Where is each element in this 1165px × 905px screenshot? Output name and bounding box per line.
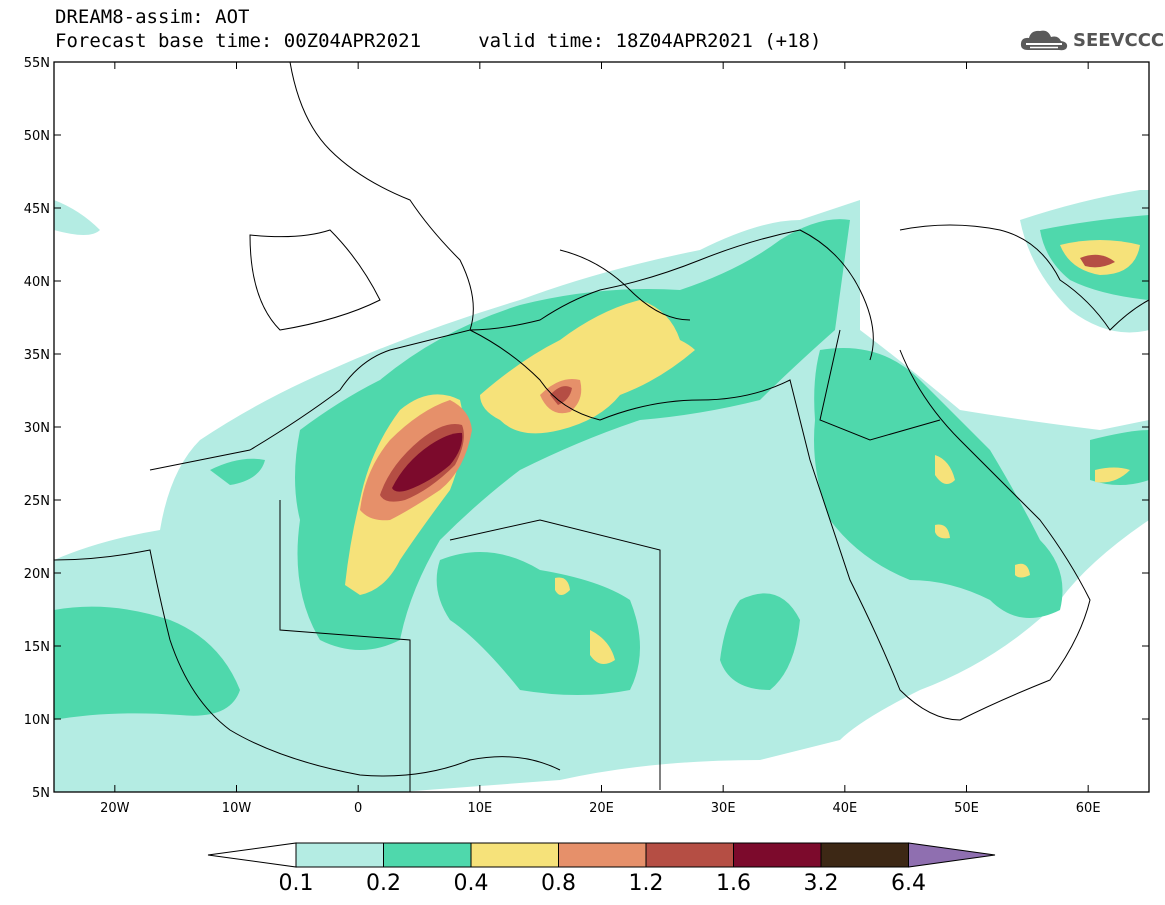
lat-tick-label: 20N	[24, 567, 50, 582]
lon-tick-label: 10E	[467, 801, 492, 816]
lon-tick-label: 20W	[100, 801, 130, 816]
longitude-ticks: 20W 10W 0 10E 20E 30E 40E 50E 60E	[100, 62, 1101, 816]
colorbar-bin	[558, 842, 647, 868]
coastlines	[54, 62, 1149, 792]
colorbar-label: 6.4	[891, 871, 926, 896]
lat-tick-label: 50N	[24, 129, 50, 144]
colorbar: 0.1 0.2 0.4 0.8 1.2 1.6 3.2 6.4	[207, 842, 996, 896]
seevccc-logo: SEEVCCC	[1018, 26, 1164, 54]
cloud-logo-icon	[1020, 30, 1068, 51]
colorbar-label: 0.2	[366, 871, 401, 896]
chart-title: DREAM8-assim: AOT	[55, 6, 250, 28]
colorbar-bin	[383, 842, 472, 868]
colorbar-bin	[295, 842, 384, 868]
colorbar-label: 1.6	[716, 871, 751, 896]
colorbar-label: 0.8	[541, 871, 576, 896]
lon-tick-label: 0	[354, 801, 362, 816]
latitude-ticks: 55N 50N 45N 40N 35N 30N 25N 20N 15N 10N 5N	[24, 56, 1149, 801]
lat-tick-label: 40N	[24, 275, 50, 290]
colorbar-label: 1.2	[629, 871, 664, 896]
lon-tick-label: 50E	[954, 801, 979, 816]
aot-level-0.2	[54, 215, 1149, 720]
lat-tick-label: 45N	[24, 202, 50, 217]
lon-tick-label: 30E	[711, 801, 736, 816]
lat-tick-label: 15N	[24, 640, 50, 655]
lon-tick-label: 20E	[589, 801, 614, 816]
colorbar-over-arrow	[908, 842, 996, 868]
lat-tick-label: 10N	[24, 713, 50, 728]
colorbar-label: 0.1	[279, 871, 314, 896]
lat-tick-label: 25N	[24, 494, 50, 509]
lon-tick-label: 60E	[1076, 801, 1101, 816]
lat-tick-label: 35N	[24, 348, 50, 363]
lat-tick-label: 5N	[32, 786, 50, 801]
lon-tick-label: 10W	[222, 801, 252, 816]
colorbar-under-arrow	[207, 842, 297, 868]
colorbar-bin	[733, 842, 822, 868]
colorbar-bin	[645, 842, 734, 868]
colorbar-bin	[820, 842, 909, 868]
time-info: Forecast base time: 00Z04APR2021 valid t…	[55, 30, 822, 52]
lat-tick-label: 30N	[24, 421, 50, 436]
colorbar-label: 0.4	[454, 871, 489, 896]
lat-tick-label: 55N	[24, 56, 50, 71]
aot-level-1.6	[392, 432, 463, 492]
colorbar-bin	[470, 842, 559, 868]
colorbar-label: 3.2	[804, 871, 839, 896]
logo-text: SEEVCCC	[1073, 29, 1165, 51]
aot-field	[54, 190, 1149, 792]
lon-tick-label: 40E	[832, 801, 857, 816]
